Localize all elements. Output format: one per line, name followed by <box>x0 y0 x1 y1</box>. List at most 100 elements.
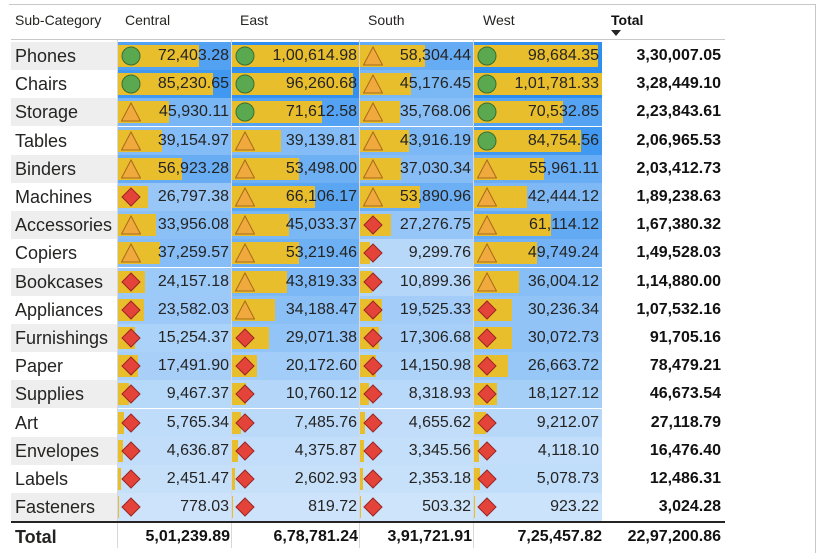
row-label[interactable]: Copiers <box>15 243 78 264</box>
table-cell[interactable]: 53,890.96 <box>360 183 474 211</box>
table-cell[interactable]: 35,768.06 <box>360 98 474 127</box>
table-cell[interactable]: 14,150.98 <box>360 352 474 381</box>
table-cell[interactable]: 39,154.97 <box>118 126 232 155</box>
table-cell[interactable]: 70,532.85 <box>474 98 602 127</box>
header-south[interactable]: South <box>368 12 405 28</box>
row-label[interactable]: Paper <box>15 356 64 377</box>
row-label[interactable]: Phones <box>15 46 77 66</box>
table-cell[interactable]: 3,345.56 <box>360 436 474 465</box>
row-label[interactable]: Binders <box>15 158 77 179</box>
table-cell[interactable]: 34,188.47 <box>232 295 360 324</box>
table-cell[interactable]: 71,612.58 <box>232 98 360 127</box>
table-cell[interactable]: 10,899.36 <box>360 267 474 296</box>
table-cell[interactable]: 43,819.33 <box>232 267 360 296</box>
table-cell[interactable]: 30,236.34 <box>474 295 602 324</box>
table-cell[interactable]: 33,956.08 <box>118 211 232 240</box>
header-sub-category[interactable]: Sub-Category <box>15 12 102 28</box>
table-cell[interactable]: 4,375.87 <box>232 436 360 465</box>
table-cell[interactable]: 96,260.68 <box>232 70 360 99</box>
table-cell[interactable]: 55,961.11 <box>474 154 602 183</box>
table-cell[interactable]: 923.22 <box>474 493 602 522</box>
row-label[interactable]: Accessories <box>15 215 113 236</box>
table-cell[interactable]: 45,033.37 <box>232 211 360 240</box>
table-cell[interactable]: 42,444.12 <box>474 183 602 211</box>
data-bar <box>474 101 563 124</box>
table-cell[interactable]: 85,230.65 <box>118 70 232 99</box>
table-cell[interactable]: 27,276.75 <box>360 211 474 240</box>
table-cell[interactable]: 19,525.33 <box>360 295 474 324</box>
table-cell[interactable]: 30,072.73 <box>474 324 602 352</box>
table-cell[interactable]: 9,212.07 <box>474 408 602 437</box>
table-cell[interactable]: 26,663.72 <box>474 352 602 381</box>
column-divider <box>231 40 232 548</box>
table-cell[interactable]: 37,259.57 <box>118 239 232 268</box>
table-cell[interactable]: 9,299.76 <box>360 239 474 268</box>
table-cell[interactable]: 29,071.38 <box>232 324 360 352</box>
row-label[interactable]: Tables <box>15 130 68 151</box>
table-cell[interactable]: 4,636.87 <box>118 436 232 465</box>
table-cell[interactable]: 45,930.11 <box>118 98 232 127</box>
row-label[interactable]: Machines <box>15 187 93 207</box>
table-cell[interactable]: 8,318.93 <box>360 380 474 409</box>
row-label[interactable]: Appliances <box>15 299 104 320</box>
table-cell[interactable]: 2,451.47 <box>118 465 232 493</box>
table-cell[interactable]: 1,01,781.33 <box>474 70 602 99</box>
row-label[interactable]: Supplies <box>15 384 85 405</box>
table-cell[interactable]: 53,219.46 <box>232 239 360 268</box>
table-cell[interactable]: 72,403.28 <box>118 42 232 70</box>
table-cell[interactable]: 45,176.45 <box>360 70 474 99</box>
row-label[interactable]: Bookcases <box>15 271 104 292</box>
table-cell[interactable]: 61,114.12 <box>474 211 602 240</box>
row-label[interactable]: Art <box>15 412 39 433</box>
table-cell[interactable]: 36,004.12 <box>474 267 602 296</box>
header-east[interactable]: East <box>240 12 269 28</box>
table-cell[interactable]: 778.03 <box>118 493 232 522</box>
table-cell[interactable]: 17,306.68 <box>360 324 474 352</box>
table-cell[interactable]: 49,749.24 <box>474 239 602 268</box>
red-diamond-icon <box>121 497 141 517</box>
header-central[interactable]: Central <box>125 12 171 28</box>
table-cell[interactable]: 26,797.38 <box>118 183 232 211</box>
table-cell[interactable]: 2,353.18 <box>360 465 474 493</box>
row-label[interactable]: Envelopes <box>15 440 100 461</box>
table-cell[interactable]: 56,923.28 <box>118 154 232 183</box>
table-cell[interactable]: 7,485.76 <box>232 408 360 437</box>
table-cell[interactable]: 15,254.37 <box>118 324 232 352</box>
table-cell[interactable]: 4,655.62 <box>360 408 474 437</box>
table-cell[interactable]: 5,078.73 <box>474 465 602 493</box>
table-cell[interactable]: 503.32 <box>360 493 474 522</box>
red-diamond-icon <box>235 412 255 433</box>
table-cell[interactable]: 4,118.10 <box>474 436 602 465</box>
red-diamond-icon <box>363 243 383 264</box>
table-cell[interactable]: 58,304.44 <box>360 42 474 70</box>
table-cell[interactable]: 23,582.03 <box>118 295 232 324</box>
table-cell[interactable]: 98,684.35 <box>474 42 602 70</box>
row-label[interactable]: Labels <box>15 469 69 489</box>
header-total[interactable]: Total <box>611 12 644 28</box>
table-cell[interactable]: 53,498.00 <box>232 154 360 183</box>
table-cell[interactable]: 10,760.12 <box>232 380 360 409</box>
row-label[interactable]: Furnishings <box>15 328 109 348</box>
table-cell[interactable]: 17,491.90 <box>118 352 232 381</box>
row-label[interactable]: Storage <box>15 102 79 123</box>
table-cell[interactable]: 9,467.37 <box>118 380 232 409</box>
orange-triangle-icon <box>476 215 498 235</box>
header-west[interactable]: West <box>483 12 515 28</box>
table-cell[interactable]: 39,139.81 <box>232 126 360 155</box>
table-cell[interactable]: 1,00,614.98 <box>232 42 360 70</box>
table-cell[interactable]: 84,754.56 <box>474 126 602 155</box>
table-cell[interactable]: 18,127.12 <box>474 380 602 409</box>
table-cell[interactable]: 2,602.93 <box>232 465 360 493</box>
table-cell[interactable]: 5,765.34 <box>118 408 232 437</box>
orange-triangle-icon <box>362 158 384 179</box>
table-cell[interactable]: 24,157.18 <box>118 267 232 296</box>
row-label-background <box>11 98 117 127</box>
row-label[interactable]: Fasteners <box>15 497 96 518</box>
table-cell[interactable]: 20,172.60 <box>232 352 360 381</box>
table-cell[interactable]: 43,916.19 <box>360 126 474 155</box>
table-cell[interactable]: 66,106.17 <box>232 183 360 211</box>
row-label[interactable]: Chairs <box>15 74 68 95</box>
table-cell[interactable]: 819.72 <box>232 493 360 522</box>
sort-descending-icon[interactable] <box>611 30 621 36</box>
table-cell[interactable]: 37,030.34 <box>360 154 474 183</box>
